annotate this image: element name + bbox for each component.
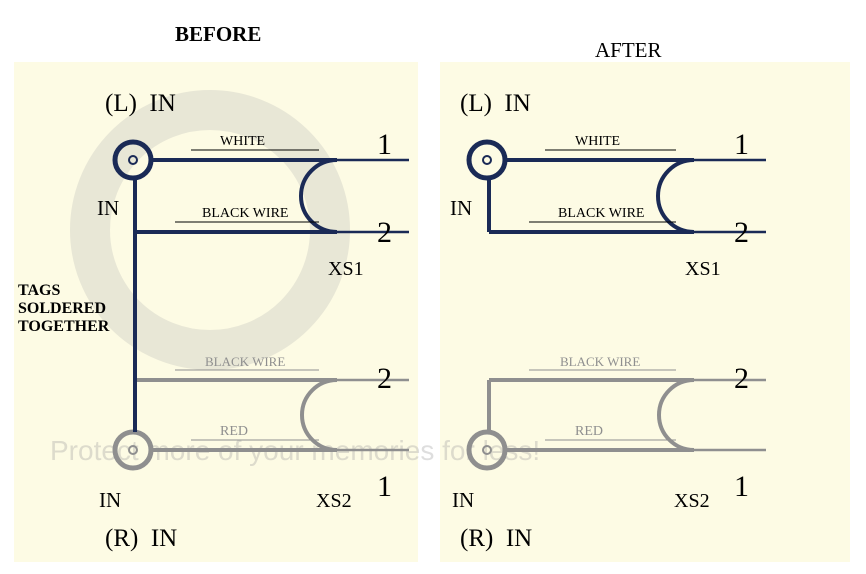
before-xs1: XS1 (328, 258, 364, 281)
before-label-white: WHITE (220, 134, 265, 150)
after-pin1-bot: 1 (734, 470, 749, 504)
before-tags-line-0: TAGS (18, 282, 60, 300)
after-in-bot: IN (452, 488, 474, 513)
title-before: BEFORE (175, 22, 261, 47)
after-pin1-top: 1 (734, 128, 749, 162)
before-xs2: XS2 (316, 490, 352, 513)
before-in-bot: IN (99, 488, 121, 513)
before-pin1-top: 1 (377, 128, 392, 162)
after-label-black-bot: BLACK WIRE (560, 354, 640, 370)
before-l-in: (L) IN (105, 90, 176, 118)
before-tags-line-1: SOLDERED (18, 300, 106, 318)
title-after: AFTER (595, 38, 662, 63)
before-label-black-top: BLACK WIRE (202, 206, 288, 222)
after-pin2-top: 2 (734, 216, 749, 250)
before-label-red: RED (220, 424, 248, 440)
before-pin2-top: 2 (377, 216, 392, 250)
before-label-black-bot: BLACK WIRE (205, 354, 285, 370)
after-label-black-top: BLACK WIRE (558, 206, 644, 222)
after-xs1: XS1 (685, 258, 721, 281)
after-label-white: WHITE (575, 134, 620, 150)
after-pin2-bot: 2 (734, 362, 749, 396)
after-label-red: RED (575, 424, 603, 440)
before-in-top: IN (97, 196, 119, 221)
after-in-top: IN (450, 196, 472, 221)
before-r-in: (R) IN (105, 525, 177, 553)
after-l-in: (L) IN (460, 90, 531, 118)
before-pin2-bot: 2 (377, 362, 392, 396)
before-pin1-bot: 1 (377, 470, 392, 504)
before-tags-line-2: TOGETHER (18, 318, 109, 336)
after-r-in: (R) IN (460, 525, 532, 553)
after-xs2: XS2 (674, 490, 710, 513)
